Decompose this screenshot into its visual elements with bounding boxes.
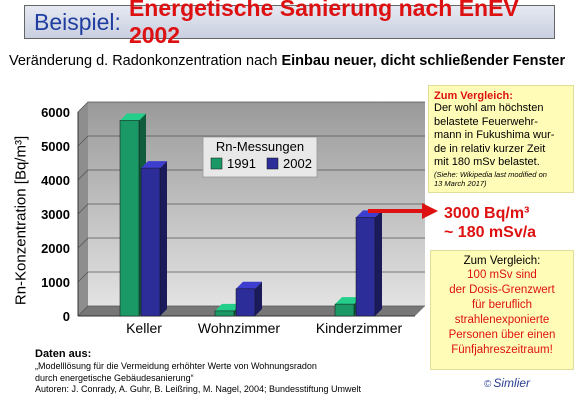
logo: © Simlier: [484, 376, 530, 390]
source-citation: Daten aus: „Modelllösung für die Vermeid…: [35, 348, 361, 396]
gridline: [77, 203, 425, 215]
comparison-note: (Siehe: Wikipedia last modified on 13 Ma…: [434, 170, 568, 188]
x-tick-label: Kinderzimmer: [316, 320, 403, 336]
bar-top: [120, 113, 146, 121]
legend-label-1991: 1991: [227, 156, 256, 171]
bar-2002-kinderzimmer: [355, 210, 382, 317]
bar-front: [119, 120, 140, 317]
comparison-line: de in relativ kurzer Zeit: [434, 142, 546, 155]
bar-front: [355, 217, 376, 317]
note-line: 13 March 2017): [434, 178, 487, 188]
legend-swatch-2002: [266, 157, 279, 170]
highlight-dose: ~ 180 mSv/a: [444, 224, 537, 241]
gridline: [77, 237, 425, 249]
logo-text: Simlier: [493, 376, 531, 390]
page-title: Energetische Sanierung nach EnEV 2002: [128, 0, 519, 48]
source-line: Autoren: J. Conrady, A. Guhr, B. Leißrin…: [35, 384, 361, 394]
bar-2002-keller: [140, 161, 167, 317]
subtitle-bold: Einbau neuer, dicht schließender Fenster: [281, 53, 566, 69]
y-tick-label: 4000: [41, 173, 70, 188]
bar-front: [334, 303, 355, 317]
limit-text: 100 mSv sind der Dosis-Grenzwert für ber…: [448, 269, 556, 356]
comparison-title: Zum Vergleich:: [434, 90, 513, 102]
comparison-line: mit 180 mSv belastet.: [434, 156, 540, 168]
bar-top: [141, 161, 167, 169]
bar-front: [235, 288, 256, 317]
bar-side: [160, 161, 167, 316]
limit-title: Zum Vergleich:: [463, 255, 541, 267]
gridline: [77, 271, 425, 283]
title-prefix: Beispiel:: [34, 8, 121, 35]
comparison-line: belastete Feuerwehr-: [434, 115, 538, 128]
source-line: durch energetische Gebäudesanierung“: [35, 372, 194, 383]
source-line: „Modelllösung für die Vermeidung erhöhte…: [35, 361, 317, 371]
y-axis-label: Rn-Konzentration [Bq/m³]: [12, 135, 30, 306]
bar-top: [236, 281, 262, 289]
comparison-line: Der wohl am höchsten: [434, 102, 544, 114]
bar-2002-wohnzimmer: [235, 281, 262, 317]
y-tick-label: 1000: [41, 275, 70, 290]
subtitle-normal: Veränderung d. Radonkonzentration nach: [9, 53, 282, 69]
subtitle: Veränderung d. Radonkonzentration nach E…: [9, 53, 579, 69]
gridline: [77, 101, 425, 113]
x-tick-label: Keller: [126, 320, 162, 336]
comparison-text: Der wohl am höchsten belastete Feuerwehr…: [434, 102, 568, 170]
bar-chart: 0 1000 2000 3000 4000 5000 6000 Keller Wohnzimme…: [41, 101, 425, 336]
gridline: [77, 305, 425, 317]
highlight-concentration: 3000 Bq/m³: [444, 205, 530, 222]
legend-box: [202, 136, 318, 178]
gridline: [77, 135, 425, 147]
y-tick-label: 6000: [41, 105, 70, 120]
bar-front: [140, 167, 161, 317]
bar-front: [214, 310, 235, 317]
comparison-line: mann in Fukushima wur-: [434, 129, 555, 141]
x-tick-label: Wohnzimmer: [198, 320, 281, 336]
arrow-icon: [368, 203, 438, 219]
legend-swatch-1991: [210, 157, 223, 170]
y-tick-label: 2000: [41, 241, 70, 256]
bar-top: [335, 297, 361, 305]
bar-side: [375, 210, 382, 316]
note-line: (Siehe: Wikipedia last modified on: [434, 169, 547, 179]
y-tick-label: 0: [63, 309, 70, 324]
legend-title: Rn-Messungen: [216, 139, 304, 154]
copyright-symbol: ©: [484, 379, 492, 390]
legend-label-2002: 2002: [283, 156, 312, 171]
bar-top: [215, 303, 241, 311]
comparison-box-limit: Zum Vergleich: 100 mSv sind der Dosis-Gr…: [430, 250, 574, 370]
comparison-box-firefighter: Zum Vergleich: Der wohl am höchsten bela…: [428, 85, 574, 193]
y-tick-label: 5000: [41, 139, 70, 154]
title-box: Beispiel: Energetische Sanierung nach En…: [24, 0, 555, 48]
highlight-value: 3000 Bq/m³ ~ 180 mSv/a: [444, 204, 536, 242]
source-heading: Daten aus:: [35, 348, 92, 360]
y-tick-label: 3000: [41, 207, 70, 222]
bar-side: [255, 281, 262, 316]
